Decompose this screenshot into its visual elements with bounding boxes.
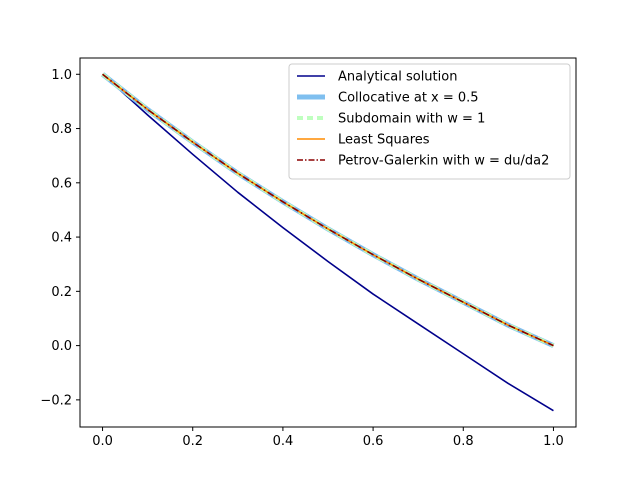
y-tick-label: −0.2	[40, 393, 72, 408]
y-tick-label: 0.0	[51, 339, 72, 354]
x-tick-label: 0.6	[363, 434, 384, 449]
y-tick-label: 0.6	[51, 176, 72, 191]
legend-box	[288, 63, 571, 180]
legend-label: Petrov-Galerkin with w = du/da2	[338, 154, 549, 169]
y-tick-label: 0.2	[51, 285, 72, 300]
series-line-4	[102, 73, 554, 347]
x-tick-label: 1.0	[543, 434, 564, 449]
x-tick-label: 0.2	[182, 434, 203, 449]
legend: Analytical solution Collocative at x = 0.…	[288, 63, 571, 180]
plot-frame	[79, 57, 577, 428]
legend-label: Collocative at x = 0.5	[338, 91, 479, 106]
y-tick-label: 1.0	[51, 68, 72, 83]
axes-layer: 0.0 0.2 0.4 0.6 0.8 1.0 −0.2 0.0 0.2 0.4 0.6 0.8 1.0	[40, 68, 563, 449]
legend-label: Least Squares	[338, 133, 430, 148]
series-line-1	[102, 73, 554, 412]
series-layer	[101, 72, 555, 412]
y-tick-label: 0.4	[51, 231, 72, 246]
x-tick-label: 0.0	[92, 434, 113, 449]
x-tick-label: 0.4	[273, 434, 294, 449]
y-tick-label: 0.8	[51, 122, 72, 137]
x-tick-label: 0.8	[453, 434, 474, 449]
legend-label: Subdomain with w = 1	[338, 112, 485, 127]
legend-label: Analytical solution	[338, 70, 457, 85]
